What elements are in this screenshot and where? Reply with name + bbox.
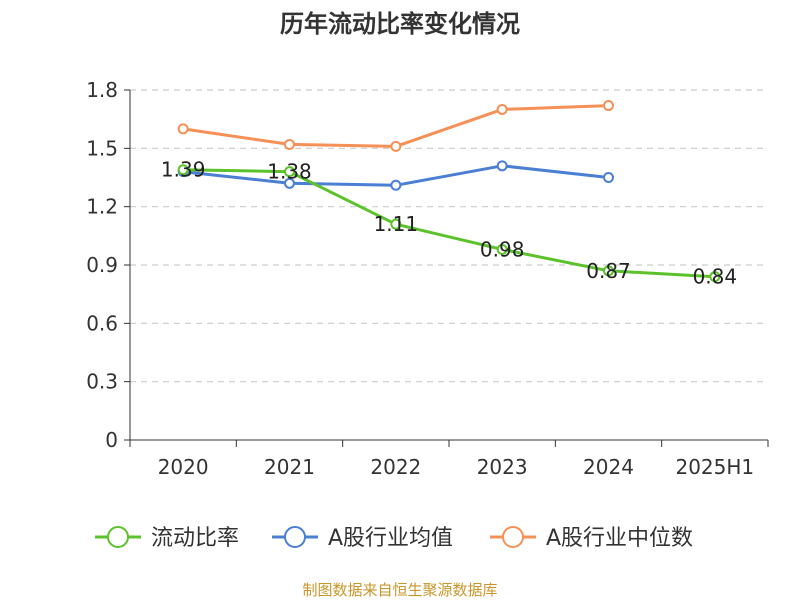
data-point[interactable] [177, 123, 189, 135]
y-tick-label: 1.5 [86, 136, 118, 160]
data-label: 0.87 [586, 259, 631, 283]
data-point[interactable] [496, 243, 508, 255]
legend-item-2[interactable]: A股行业中位数 [490, 526, 693, 551]
x-tick-label: 2021 [264, 455, 315, 479]
data-point[interactable] [390, 140, 402, 152]
series [177, 100, 721, 283]
series-line-2 [181, 104, 610, 148]
legend-label: A股行业均值 [328, 526, 453, 551]
series-line-0 [181, 168, 717, 279]
y-tick-label: 1.2 [86, 195, 118, 219]
legend-label: A股行业中位数 [546, 526, 693, 551]
legend[interactable]: 流动比率 A股行业均值 A股行业中位数 [95, 526, 693, 551]
legend-marker [502, 526, 524, 548]
data-labels: 1.39 1.38 1.11 0.98 0.87 0.84 [161, 158, 737, 289]
grid [130, 89, 768, 383]
chart-title: 历年流动比率变化情况 [280, 10, 520, 38]
data-point[interactable] [284, 166, 295, 178]
x-tick-label: 2024 [583, 455, 634, 479]
source-note: 制图数据来自恒生聚源数据库 [302, 581, 497, 599]
x-tick-label: 2025H1 [675, 455, 754, 479]
data-point[interactable] [284, 138, 295, 150]
y-tick-label: 0.9 [86, 253, 118, 277]
legend-item-0[interactable]: 流动比率 [95, 526, 239, 551]
data-point[interactable] [603, 100, 614, 112]
legend-item-1[interactable]: A股行业均值 [272, 526, 453, 551]
legend-marker [284, 526, 306, 548]
data-label: 1.11 [374, 212, 419, 236]
y-tick-label: 0 [105, 428, 118, 452]
legend-marker [107, 526, 129, 548]
axes: 0 0.3 0.6 0.9 1.2 1.5 1.8 2020 2021 2022 2023 2024 2… [86, 78, 769, 479]
y-tick-label: 0.3 [86, 370, 118, 394]
data-label: 0.98 [480, 237, 525, 261]
legend-label: 流动比率 [151, 526, 239, 551]
data-point[interactable] [603, 265, 614, 277]
data-point[interactable] [390, 179, 402, 191]
x-tick-label: 2020 [158, 455, 209, 479]
data-point[interactable] [603, 172, 614, 183]
data-label: 1.38 [267, 160, 312, 184]
y-tick-label: 1.8 [86, 78, 118, 102]
x-tick-label: 2022 [370, 455, 421, 479]
x-tick-label: 2023 [477, 455, 528, 479]
data-point[interactable] [177, 164, 189, 176]
data-point[interactable] [496, 160, 508, 172]
data-label: 1.39 [161, 158, 206, 182]
y-tick-label: 0.6 [86, 311, 118, 335]
data-label: 0.84 [693, 265, 738, 289]
data-point[interactable] [284, 177, 295, 189]
data-point[interactable] [496, 103, 508, 115]
data-point[interactable] [709, 271, 721, 283]
data-point[interactable] [390, 218, 402, 230]
